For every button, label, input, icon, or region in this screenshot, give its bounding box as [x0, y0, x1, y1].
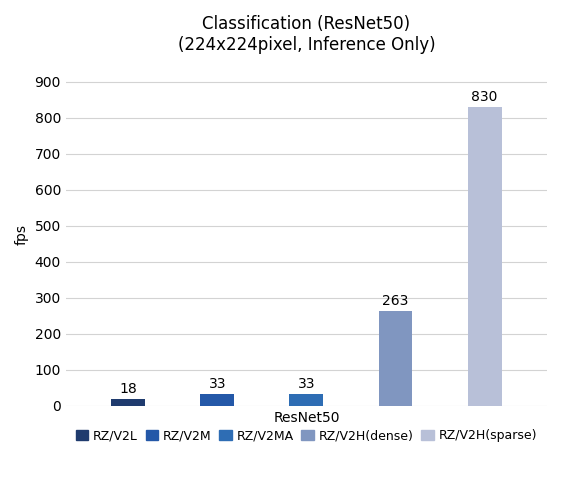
Bar	[289, 394, 323, 406]
Text: 33: 33	[298, 377, 315, 391]
X-axis label: ResNet50: ResNet50	[273, 411, 340, 425]
Text: 18: 18	[119, 382, 137, 396]
Bar	[378, 311, 412, 406]
Text: 830: 830	[472, 90, 498, 104]
Bar	[200, 394, 234, 406]
Y-axis label: fps: fps	[15, 224, 29, 245]
Title: Classification (ResNet50)
(224x224pixel, Inference Only): Classification (ResNet50) (224x224pixel,…	[178, 15, 435, 54]
Text: 33: 33	[209, 377, 226, 391]
Bar	[467, 107, 501, 406]
Text: 263: 263	[382, 294, 409, 308]
Legend: RZ/V2L, RZ/V2M, RZ/V2MA, RZ/V2H(dense), RZ/V2H(sparse): RZ/V2L, RZ/V2M, RZ/V2MA, RZ/V2H(dense), …	[71, 424, 542, 447]
Bar	[111, 399, 145, 406]
